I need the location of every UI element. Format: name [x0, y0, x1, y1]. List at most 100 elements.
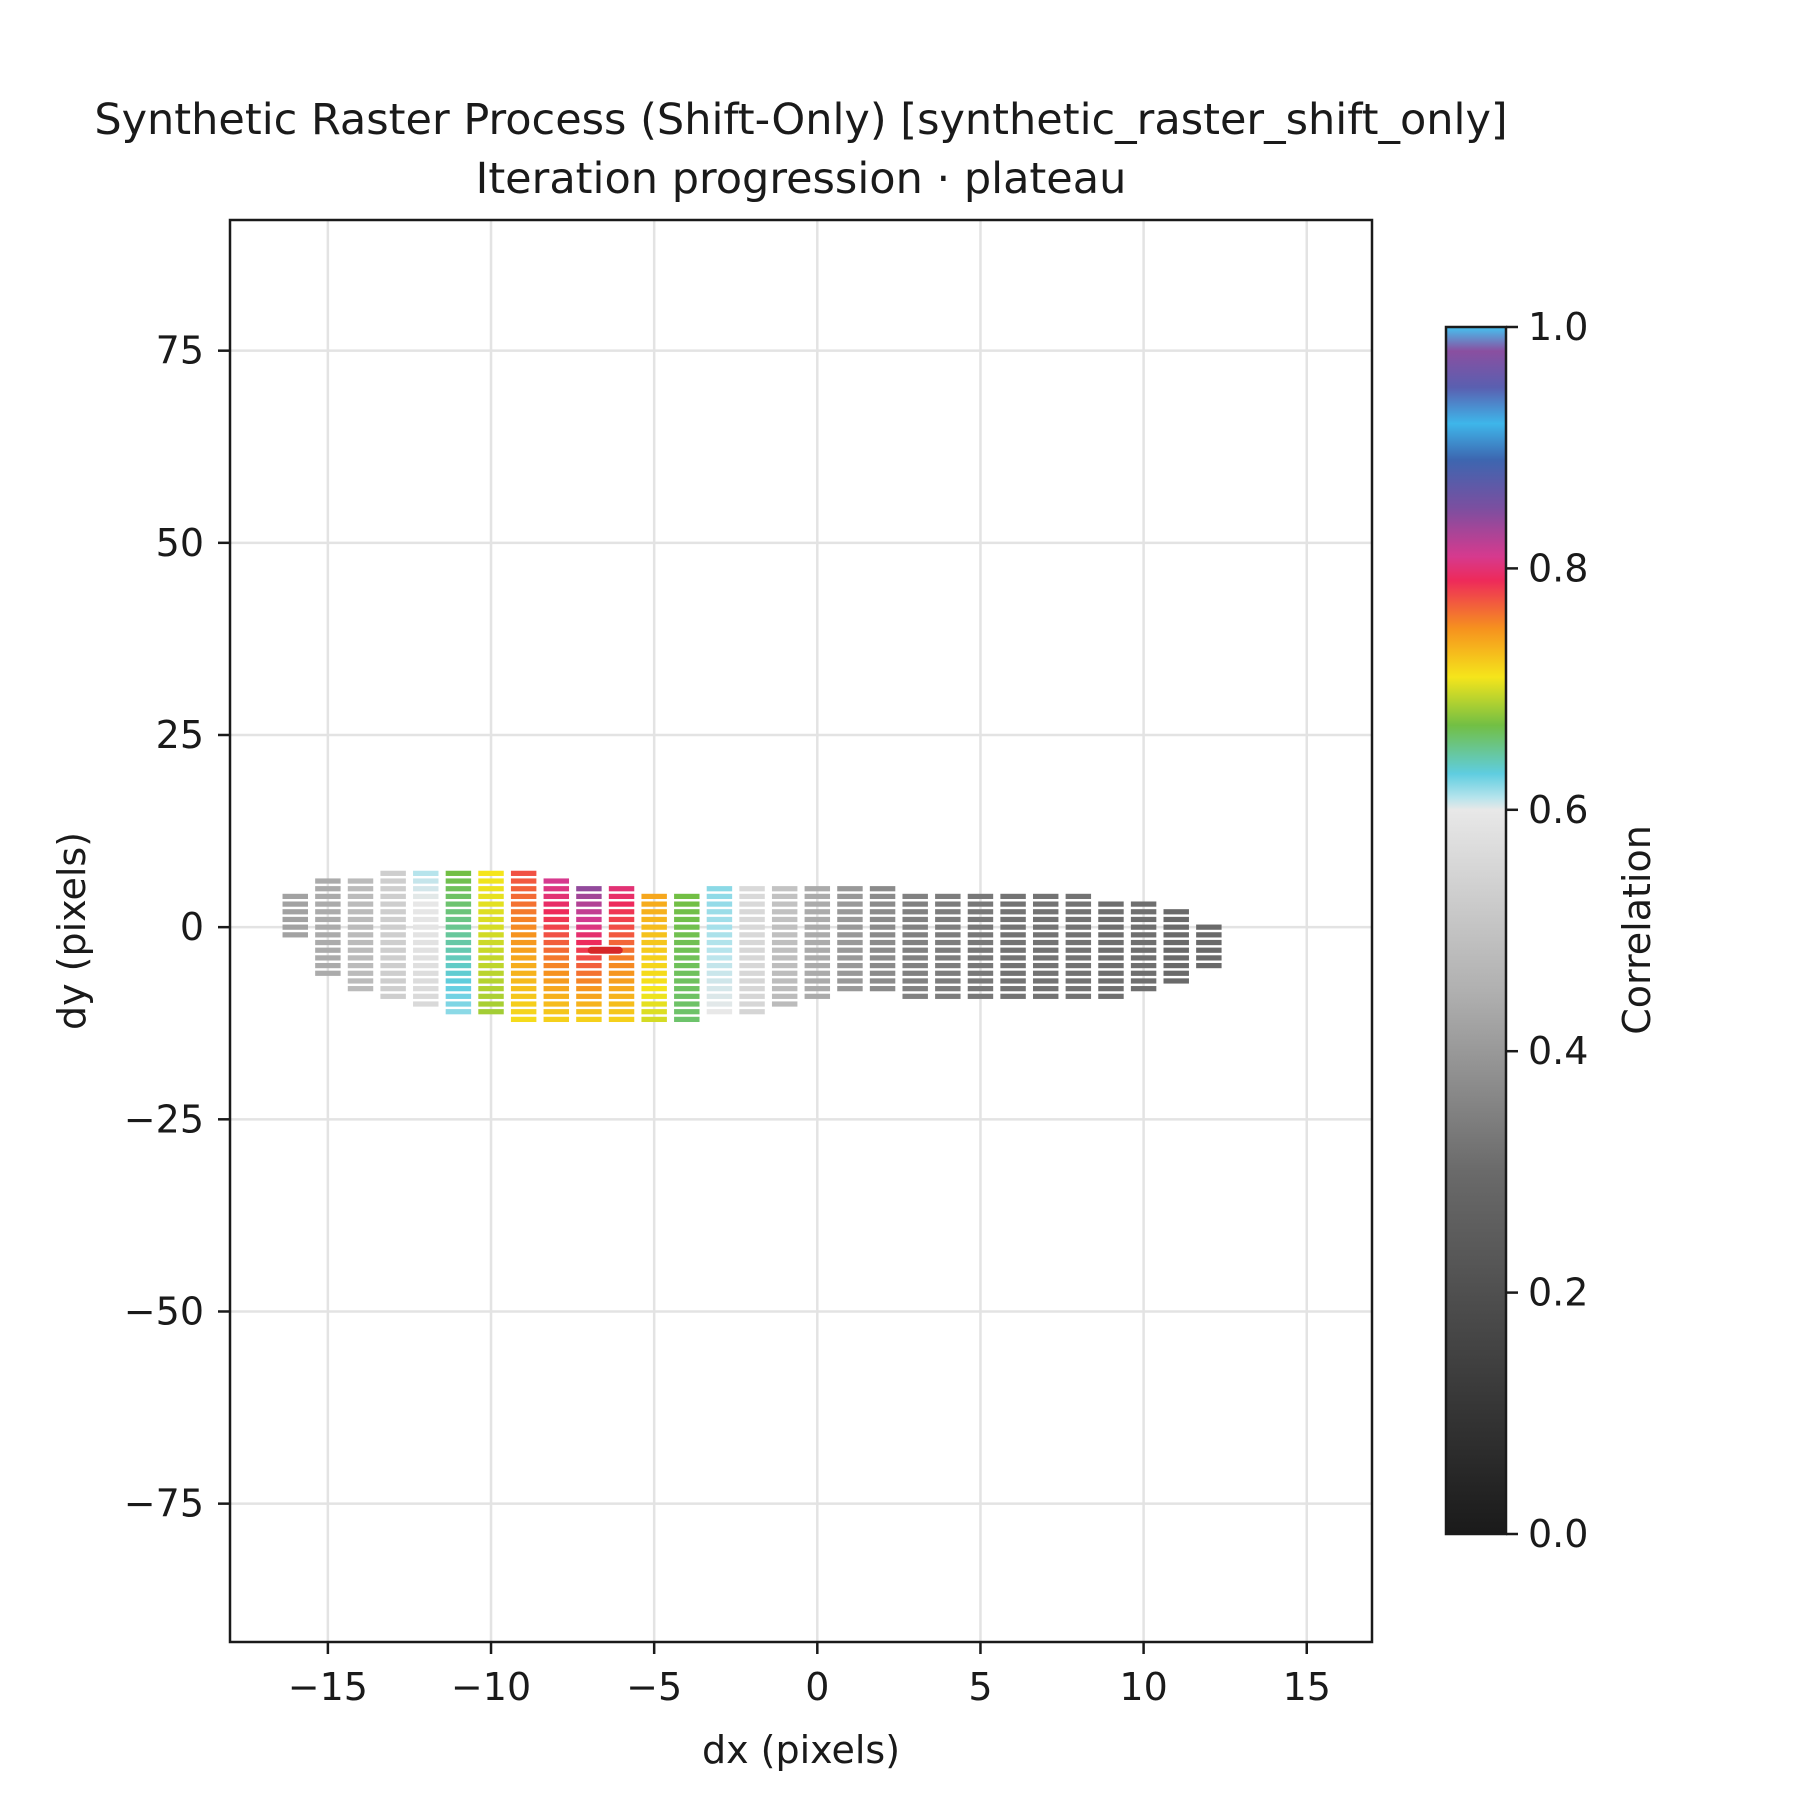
- heatmap-cell: [478, 893, 504, 900]
- x-axis-ticks: −15 −10 −5 0 5 10 15: [288, 1642, 1331, 1709]
- heatmap-cell: [380, 986, 406, 992]
- heatmap-cell: [641, 1016, 667, 1023]
- y-axis-label: dy (pixels): [50, 832, 94, 1030]
- heatmap-cell: [543, 878, 570, 884]
- y-tick-label: −75: [124, 1482, 204, 1526]
- heatmap-cell: [543, 978, 570, 984]
- heatmap-cell: [739, 978, 765, 984]
- heatmap-cell: [478, 978, 504, 984]
- heatmap-cell: [315, 924, 341, 930]
- heatmap-cell: [510, 909, 537, 915]
- heatmap-cell: [413, 947, 439, 953]
- heatmap-cell: [1130, 901, 1157, 907]
- heatmap-cell: [347, 932, 374, 938]
- y-tick-label: 25: [156, 713, 204, 757]
- heatmap-cell: [347, 893, 374, 900]
- heatmap-cell: [1032, 986, 1059, 992]
- heatmap-cell: [804, 947, 831, 953]
- chart-title-line2: Iteration progression · plateau: [476, 154, 1127, 204]
- heatmap-cell: [837, 893, 863, 900]
- y-tick-label: 50: [156, 521, 204, 565]
- heatmap-cell: [1032, 893, 1059, 900]
- heatmap-cell: [510, 878, 537, 884]
- heatmap-cell: [869, 932, 896, 938]
- heatmap-cell: [869, 893, 896, 900]
- heatmap-cell: [641, 962, 667, 969]
- heatmap-cell: [771, 993, 798, 999]
- heatmap-cell: [1065, 970, 1092, 976]
- heatmap-cell: [837, 970, 863, 976]
- heatmap-cell: [347, 955, 374, 961]
- heatmap-cell: [935, 939, 961, 946]
- heatmap-cell: [902, 924, 928, 930]
- x-axis-label: dx (pixels): [702, 1728, 900, 1772]
- heatmap-cell: [1163, 970, 1189, 976]
- heatmap-cell: [478, 878, 504, 884]
- x-tick-label: 15: [1283, 1665, 1331, 1709]
- heatmap-cell: [608, 986, 635, 992]
- heatmap-cell: [1130, 909, 1157, 915]
- heatmap-cell: [347, 970, 374, 976]
- heatmap-cell: [445, 986, 472, 992]
- colorbar-ticks: 0.0 0.2 0.4 0.6 0.8 1.0: [1506, 305, 1588, 1556]
- heatmap-cell: [1098, 901, 1124, 907]
- heatmap-cell: [445, 909, 472, 915]
- heatmap-cell: [706, 955, 733, 961]
- heatmap-cell: [576, 993, 602, 999]
- heatmap-cell: [1032, 955, 1059, 961]
- heatmap-cell: [510, 978, 537, 984]
- heatmap-cell: [478, 955, 504, 961]
- heatmap-cell: [1163, 947, 1189, 953]
- heatmap-cell: [837, 947, 863, 953]
- y-tick-label: 0: [180, 905, 204, 949]
- heatmap-cell: [445, 924, 472, 930]
- heatmap-cell: [445, 932, 472, 938]
- heatmap-cell: [706, 978, 733, 984]
- heatmap-cell: [804, 886, 831, 892]
- heatmap-cell: [543, 916, 570, 923]
- heatmap-cell: [478, 916, 504, 923]
- heatmap-cell: [380, 916, 406, 923]
- heatmap-cell: [445, 1009, 472, 1015]
- heatmap-cell: [413, 978, 439, 984]
- heatmap-cell: [1032, 962, 1059, 969]
- heatmap-cell: [674, 909, 700, 915]
- heatmap-cell: [837, 924, 863, 930]
- heatmap-cell: [282, 924, 308, 930]
- heatmap-cell: [837, 909, 863, 915]
- heatmap-cell: [674, 893, 700, 900]
- heatmap-cell: [967, 993, 994, 999]
- heatmap-cell: [804, 893, 831, 900]
- heatmap-cell: [347, 901, 374, 907]
- heatmap-cell: [315, 901, 341, 907]
- heatmap-cell: [315, 962, 341, 969]
- heatmap-cell: [608, 962, 635, 969]
- heatmap-cell: [1065, 986, 1092, 992]
- heatmap-cell: [706, 893, 733, 900]
- colorbar-tick-label: 0.6: [1528, 788, 1588, 832]
- heatmap-cell: [1065, 993, 1092, 999]
- heatmap-cell: [869, 909, 896, 915]
- heatmap-cell: [674, 939, 700, 946]
- heatmap-cell: [902, 932, 928, 938]
- heatmap-cell: [380, 924, 406, 930]
- heatmap-cell: [771, 909, 798, 915]
- heatmap-cell: [1000, 893, 1026, 900]
- heatmap-cell: [510, 970, 537, 976]
- heatmap-cell: [902, 939, 928, 946]
- heatmap-cell: [445, 955, 472, 961]
- heatmap-cell: [315, 916, 341, 923]
- heatmap-cell: [380, 870, 406, 876]
- heatmap-cell: [1098, 986, 1124, 992]
- heatmap-cell: [347, 924, 374, 930]
- heatmap-cell: [576, 916, 602, 923]
- heatmap-cell: [1032, 970, 1059, 976]
- heatmap-cell: [315, 893, 341, 900]
- heatmap-cell: [413, 962, 439, 969]
- heatmap-cell: [510, 886, 537, 892]
- heatmap-cell: [445, 893, 472, 900]
- heatmap-cell: [315, 970, 341, 976]
- heatmap-cell: [315, 878, 341, 884]
- heatmap-cell: [869, 901, 896, 907]
- heatmap-cell: [739, 916, 765, 923]
